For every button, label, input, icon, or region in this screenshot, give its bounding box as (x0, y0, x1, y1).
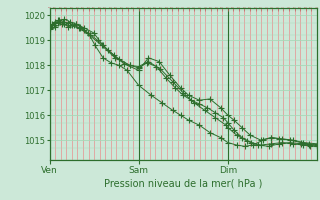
X-axis label: Pression niveau de la mer( hPa ): Pression niveau de la mer( hPa ) (104, 179, 262, 189)
